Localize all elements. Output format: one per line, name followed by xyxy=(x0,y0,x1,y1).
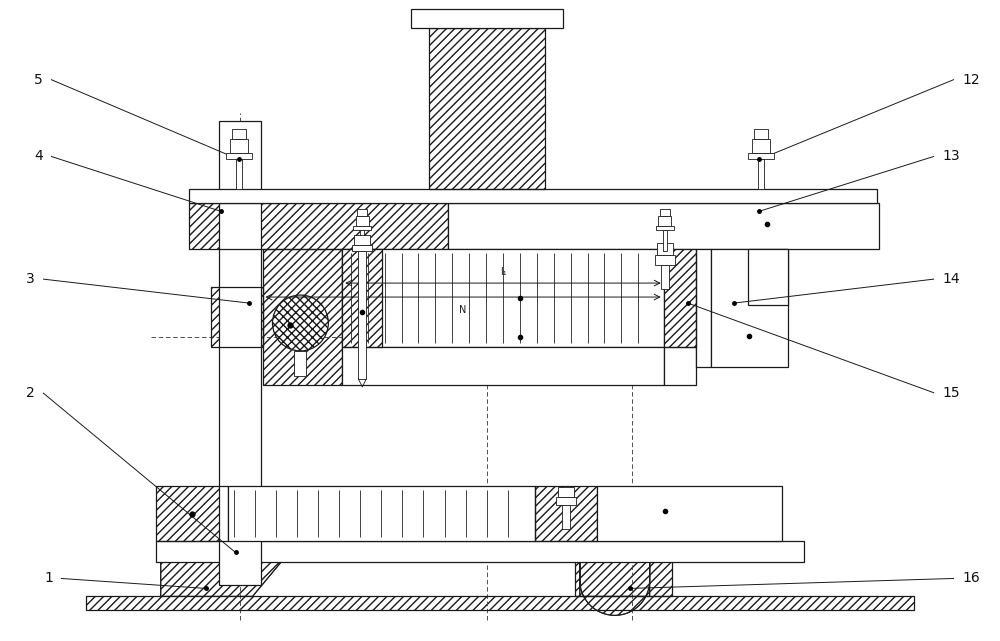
Bar xyxy=(360,230,364,251)
Bar xyxy=(189,203,448,249)
Bar xyxy=(219,121,261,585)
Bar xyxy=(228,486,535,540)
Polygon shape xyxy=(161,560,282,596)
Bar xyxy=(748,153,774,160)
Bar xyxy=(658,216,671,226)
Bar xyxy=(211,287,263,347)
Bar xyxy=(236,160,242,189)
Bar xyxy=(230,139,248,153)
Bar xyxy=(358,251,366,379)
Bar xyxy=(655,255,675,265)
Polygon shape xyxy=(575,560,672,596)
Bar xyxy=(189,203,448,249)
Bar xyxy=(342,249,382,347)
Bar xyxy=(353,226,371,230)
Bar xyxy=(754,129,768,139)
Bar xyxy=(429,28,545,189)
Text: 15: 15 xyxy=(942,386,960,400)
Bar xyxy=(263,249,342,385)
Bar xyxy=(354,235,370,245)
Bar xyxy=(342,249,664,347)
Bar xyxy=(696,249,711,367)
Bar xyxy=(342,249,382,347)
Bar xyxy=(411,9,563,28)
Bar xyxy=(660,209,670,216)
Bar xyxy=(562,504,570,529)
Text: 5: 5 xyxy=(34,72,43,87)
Text: 16: 16 xyxy=(962,571,980,585)
Bar xyxy=(558,487,574,497)
Bar xyxy=(711,249,788,367)
Bar xyxy=(535,486,597,540)
Bar xyxy=(211,287,263,347)
Bar xyxy=(556,497,576,504)
Bar xyxy=(356,216,369,226)
Bar xyxy=(664,249,696,347)
Bar xyxy=(664,249,696,347)
Bar xyxy=(263,249,342,385)
Bar xyxy=(156,486,228,540)
Text: 14: 14 xyxy=(942,272,960,286)
Text: 2: 2 xyxy=(26,386,35,400)
Bar xyxy=(189,189,877,203)
Bar xyxy=(357,209,367,216)
Bar xyxy=(294,351,306,376)
Bar xyxy=(156,540,804,562)
Bar xyxy=(535,486,597,540)
Bar xyxy=(661,265,669,289)
Bar xyxy=(664,347,696,385)
Bar xyxy=(86,596,914,610)
Bar xyxy=(156,486,228,540)
Bar xyxy=(232,129,246,139)
Bar xyxy=(429,28,545,189)
Bar xyxy=(752,139,770,153)
Bar xyxy=(657,243,673,255)
Text: 4: 4 xyxy=(34,149,43,163)
Bar xyxy=(758,160,764,189)
Bar xyxy=(448,203,879,249)
Text: l₁: l₁ xyxy=(500,267,506,277)
Bar xyxy=(663,230,667,251)
Text: 3: 3 xyxy=(26,272,35,286)
Bar xyxy=(86,596,914,610)
Polygon shape xyxy=(580,560,650,615)
Bar xyxy=(597,486,782,540)
Text: 1: 1 xyxy=(44,571,53,585)
Bar xyxy=(352,245,372,251)
Bar xyxy=(342,347,664,385)
Bar xyxy=(656,226,674,230)
Bar xyxy=(748,249,788,305)
Text: N: N xyxy=(459,305,467,315)
Text: 12: 12 xyxy=(962,72,980,87)
Circle shape xyxy=(272,295,328,351)
Bar xyxy=(226,153,252,160)
Text: 13: 13 xyxy=(942,149,960,163)
